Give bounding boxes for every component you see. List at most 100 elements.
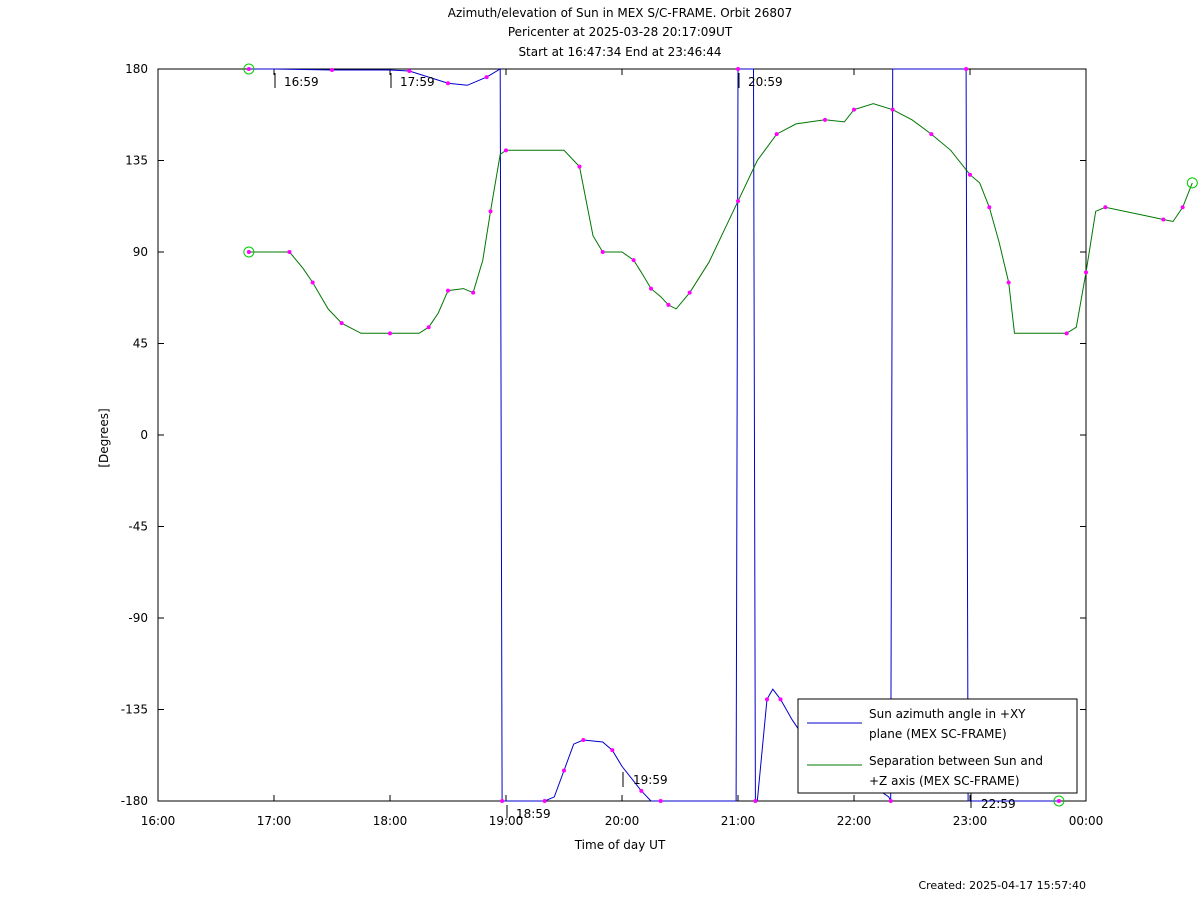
x-tick-label: 21:00	[721, 814, 756, 828]
sample-marker	[929, 132, 934, 137]
sample-marker	[778, 697, 783, 702]
x-tick-label: 00:00	[1069, 814, 1104, 828]
sample-marker	[639, 788, 644, 793]
legend-box	[797, 698, 1078, 794]
x-tick-label: 18:00	[373, 814, 408, 828]
x-tick-label: 19:00	[489, 814, 524, 828]
legend-azimuth-line-1: Sun azimuth angle in +XY	[869, 707, 1026, 721]
sample-marker	[339, 321, 344, 326]
annotation-1759-label: 17:59	[400, 75, 435, 89]
legend-azimuth-line-2: plane (MEX SC-FRAME)	[869, 727, 1007, 741]
y-tick-labels: 180 135 90 45 0 -45 -90 -135 -180	[121, 62, 148, 808]
x-tick-label: 20:00	[605, 814, 640, 828]
sample-marker	[426, 325, 431, 330]
y-tick-label: 0	[140, 428, 148, 442]
sample-marker	[987, 205, 992, 210]
annotation-2059: 20:59	[738, 73, 783, 89]
sample-marker	[310, 280, 315, 285]
y-tick-label: 45	[133, 337, 148, 351]
legend-separation-line-2: +Z axis (MEX SC-FRAME)	[869, 774, 1020, 788]
sample-marker	[484, 75, 489, 80]
legend-separation-line-1: Separation between Sun and	[869, 754, 1043, 768]
sample-marker	[736, 199, 740, 204]
marker-layer	[243, 63, 1198, 807]
sample-marker	[823, 117, 827, 122]
sample-marker	[765, 697, 769, 702]
annotation-1859-label: 18:59	[516, 807, 551, 821]
sample-marker	[649, 286, 653, 291]
sample-marker	[488, 209, 493, 214]
sample-marker	[666, 302, 671, 307]
created-timestamp: Created: 2025-04-17 15:57:40	[918, 879, 1086, 892]
annotation-1659-label: 16:59	[284, 75, 319, 89]
sample-marker	[687, 290, 692, 295]
sample-marker	[504, 148, 508, 153]
sample-marker	[1064, 331, 1069, 336]
x-tick-label: 22:00	[837, 814, 872, 828]
y-tick-label: -45	[128, 520, 148, 534]
legend: Sun azimuth angle in +XY plane (MEX SC-F…	[797, 698, 1078, 794]
annotation-2259-label: 22:59	[981, 797, 1016, 811]
sample-marker	[1180, 205, 1185, 210]
x-tick-label: 23:00	[953, 814, 988, 828]
sample-marker	[446, 81, 450, 86]
sample-marker	[1161, 217, 1166, 222]
sample-marker	[407, 69, 412, 74]
y-tick-label: 180	[125, 62, 148, 76]
sample-marker	[388, 331, 392, 336]
chart-title: Azimuth/elevation of Sun in MEX S/C-FRAM…	[448, 6, 793, 59]
sample-marker	[562, 768, 566, 773]
y-tick-label: -135	[121, 703, 148, 717]
annotation-2059-label: 20:59	[748, 75, 783, 89]
axis-ticks	[157, 68, 1087, 802]
sample-marker	[246, 67, 251, 71]
sample-marker	[631, 258, 636, 263]
annotation-1959-label: 19:59	[633, 773, 668, 787]
sample-marker	[542, 799, 547, 803]
y-tick-label: -90	[128, 611, 148, 625]
x-tick-labels: 16:00 17:00 18:00 19:00 20:00 21:00 22:00 23:00…	[141, 814, 1104, 828]
x-axis-label: Time of day UT	[574, 838, 666, 852]
sample-marker	[246, 250, 251, 254]
sample-marker	[500, 799, 505, 803]
sample-marker	[610, 748, 615, 753]
title-line-1: Azimuth/elevation of Sun in MEX S/C-FRAM…	[448, 6, 793, 20]
sample-marker	[471, 290, 476, 295]
y-axis-label: [Degrees]	[97, 408, 111, 467]
sample-marker	[581, 738, 586, 742]
y-tick-label: 135	[125, 154, 148, 168]
sample-marker	[890, 107, 895, 112]
sample-marker	[968, 172, 972, 177]
title-line-3: Start at 16:47:34 End at 23:46:44	[518, 45, 721, 59]
x-tick-label: 17:00	[257, 814, 292, 828]
start-marker	[243, 246, 255, 258]
annotation-1859: 18:59	[506, 805, 551, 821]
annotation-1759: 17:59	[390, 73, 435, 89]
sample-marker	[330, 68, 334, 73]
sample-marker	[1084, 270, 1088, 275]
y-tick-label: -180	[121, 794, 148, 808]
sample-marker	[774, 132, 779, 137]
annotation-2259: 22:59	[970, 793, 1016, 811]
sample-marker	[753, 799, 758, 803]
y-tick-label: 90	[133, 245, 148, 259]
end-marker	[1186, 177, 1198, 189]
end-marker	[1053, 795, 1065, 807]
sample-marker	[287, 250, 292, 254]
sample-marker	[1006, 280, 1011, 285]
sample-marker	[964, 67, 969, 71]
sample-marker	[1056, 799, 1061, 803]
annotation-1659: 16:59	[274, 73, 319, 89]
sample-marker	[600, 250, 605, 254]
sample-marker	[888, 799, 893, 803]
annotation-1959: 19:59	[622, 772, 668, 787]
sample-marker	[446, 288, 450, 293]
sample-marker	[577, 164, 582, 169]
start-marker	[243, 63, 255, 75]
title-line-2: Pericenter at 2025-03-28 20:17:09UT	[508, 25, 733, 39]
sample-marker	[736, 67, 740, 71]
time-annotations: 16:59 17:59 18:59 19:59 20:59 22:59	[274, 73, 1016, 821]
sample-marker	[1103, 205, 1108, 210]
x-tick-label: 16:00	[141, 814, 176, 828]
